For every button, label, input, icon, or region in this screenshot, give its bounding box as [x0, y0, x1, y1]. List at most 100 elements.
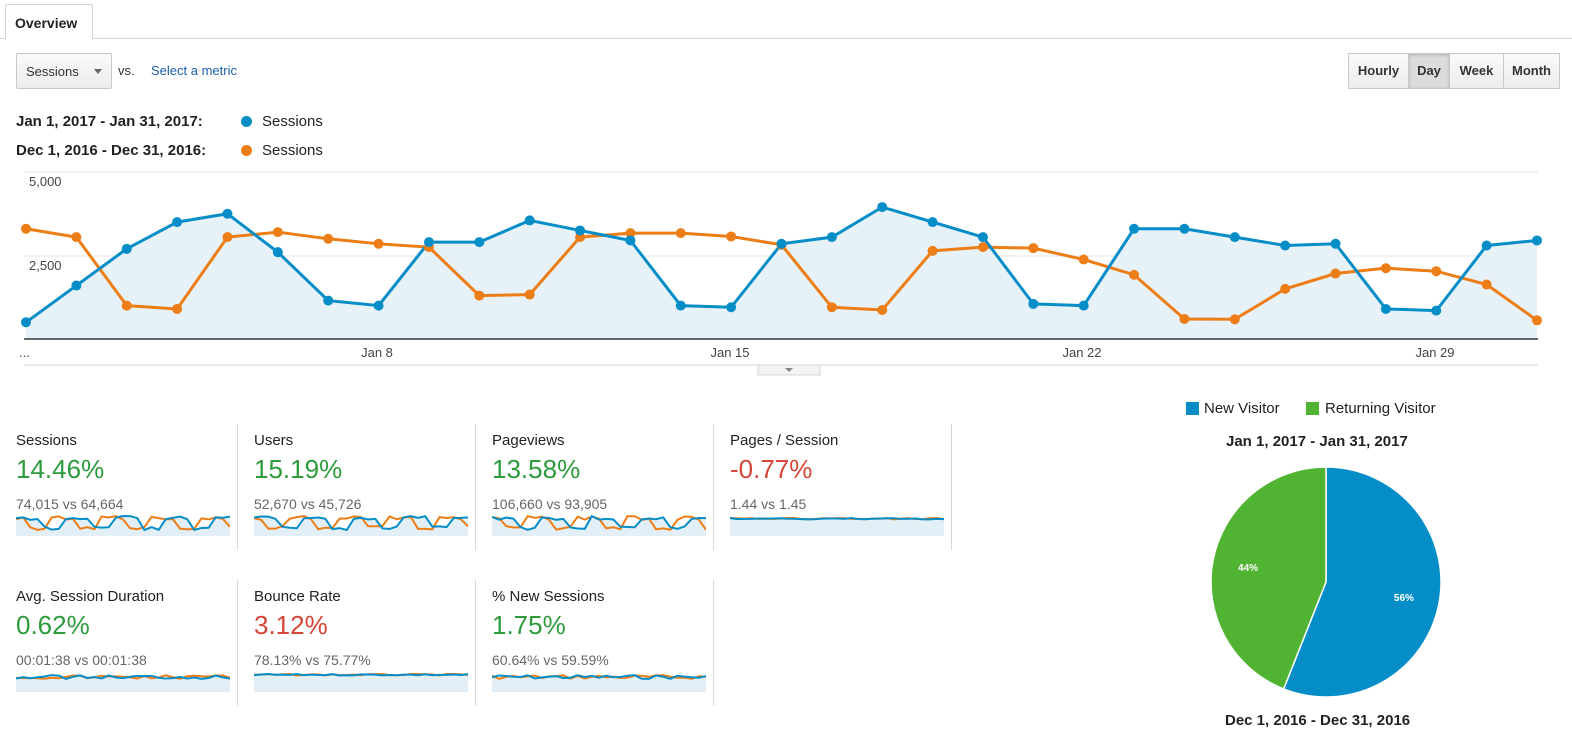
metric-select-label: Sessions — [26, 64, 79, 79]
data-point-current[interactable] — [1078, 300, 1089, 311]
data-point-current[interactable] — [121, 243, 132, 254]
pie-slice-returning-visitor[interactable] — [1210, 466, 1327, 690]
data-point-current[interactable] — [1129, 223, 1140, 234]
data-point-current[interactable] — [1481, 240, 1492, 251]
metric-select[interactable]: Sessions — [16, 53, 112, 89]
data-point-current[interactable] — [1380, 303, 1391, 314]
data-point-previous[interactable] — [927, 245, 938, 256]
scorecard-pageviews[interactable]: Pageviews 13.58% 106,660 vs 93,905 — [476, 424, 714, 552]
data-point-current[interactable] — [222, 208, 233, 219]
data-point-current[interactable] — [71, 280, 82, 291]
data-point-current[interactable] — [1280, 240, 1291, 251]
scorecard-change: 0.62% — [16, 610, 90, 640]
data-point-previous[interactable] — [1532, 315, 1542, 326]
data-point-previous[interactable] — [726, 231, 737, 242]
data-point-current[interactable] — [1532, 235, 1542, 246]
data-point-previous[interactable] — [474, 290, 485, 301]
data-point-current[interactable] — [524, 215, 535, 226]
pie-legend-new-visitor[interactable]: New Visitor — [1186, 400, 1296, 420]
series-area-current — [26, 207, 1537, 339]
sparkline — [16, 674, 230, 692]
data-point-previous[interactable] — [1380, 263, 1391, 274]
tab-overview[interactable]: Overview — [5, 4, 93, 40]
data-point-previous[interactable] — [1028, 243, 1039, 254]
sessions-line-chart[interactable]: 5,000 2,500 ... Jan 8 Jan 15 Jan 22 Jan … — [0, 160, 1572, 380]
sparkline — [254, 515, 468, 536]
data-point-previous[interactable] — [1078, 254, 1089, 265]
data-point-previous[interactable] — [272, 227, 283, 238]
data-point-current[interactable] — [272, 247, 283, 258]
scorecard-avg-session-duration[interactable]: Avg. Session Duration 0.62% 00:01:38 vs … — [0, 580, 238, 708]
data-point-current[interactable] — [675, 300, 686, 311]
scorecard-sessions[interactable]: Sessions 14.46% 74,015 vs 64,664 — [0, 424, 238, 552]
data-point-current[interactable] — [21, 317, 31, 328]
sparkline — [254, 673, 468, 692]
scorecard-pages-per-session[interactable]: Pages / Session -0.77% 1.44 vs 1.45 — [714, 424, 952, 552]
data-point-previous[interactable] — [1431, 266, 1442, 277]
data-point-current[interactable] — [1179, 223, 1190, 234]
scorecard-compare: 1.44 vs 1.45 — [730, 496, 807, 512]
data-point-previous[interactable] — [1481, 279, 1492, 290]
data-point-previous[interactable] — [1179, 313, 1190, 324]
data-point-previous[interactable] — [625, 228, 636, 239]
tab-bar: Overview — [0, 0, 1572, 40]
sparkline — [16, 515, 230, 536]
granularity-week-button[interactable]: Week — [1449, 53, 1504, 89]
data-point-previous[interactable] — [1129, 269, 1140, 280]
data-point-current[interactable] — [776, 238, 787, 249]
data-point-current[interactable] — [373, 300, 384, 311]
data-point-current[interactable] — [1330, 238, 1341, 249]
data-point-previous[interactable] — [524, 289, 535, 300]
data-point-previous[interactable] — [826, 302, 837, 313]
scorecard-title: Sessions — [16, 432, 77, 449]
scorecard-change: 13.58% — [492, 454, 581, 484]
sparkline — [730, 517, 944, 536]
data-point-current[interactable] — [726, 302, 737, 313]
data-point-current[interactable] — [1431, 305, 1442, 316]
data-point-previous[interactable] — [675, 228, 686, 239]
data-point-current[interactable] — [1229, 232, 1240, 243]
data-point-current[interactable] — [1028, 298, 1039, 309]
divider — [713, 424, 714, 550]
data-point-previous[interactable] — [172, 303, 183, 314]
data-point-previous[interactable] — [71, 232, 82, 243]
pie-slice-new-visitor[interactable] — [1282, 466, 1442, 698]
data-point-previous[interactable] — [977, 242, 988, 253]
data-point-current[interactable] — [927, 217, 938, 228]
data-point-current[interactable] — [423, 237, 434, 248]
data-point-previous[interactable] — [323, 233, 334, 244]
data-point-current[interactable] — [625, 235, 636, 246]
sparkline — [492, 674, 706, 692]
data-point-previous[interactable] — [1229, 314, 1240, 325]
data-point-previous[interactable] — [121, 300, 132, 311]
data-point-previous[interactable] — [1330, 268, 1341, 279]
granularity-hourly-button[interactable]: Hourly — [1348, 53, 1409, 89]
data-point-current[interactable] — [977, 232, 988, 243]
data-point-previous[interactable] — [222, 232, 233, 243]
data-point-previous[interactable] — [1280, 283, 1291, 294]
data-point-current[interactable] — [172, 217, 183, 228]
granularity-month-button[interactable]: Month — [1503, 53, 1560, 89]
granularity-day-button[interactable]: Day — [1408, 53, 1450, 89]
scorecard-change: -0.77% — [730, 454, 813, 484]
data-point-current[interactable] — [575, 225, 586, 236]
data-point-current[interactable] — [474, 237, 485, 248]
x-tick-label: ... — [19, 345, 30, 360]
scorecard-new-sessions[interactable]: % New Sessions 1.75% 60.64% vs 59.59% — [476, 580, 714, 708]
divider — [475, 424, 476, 550]
data-point-previous[interactable] — [21, 223, 31, 234]
sparkline — [492, 514, 706, 536]
visitor-pie-chart[interactable]: 56% 44% — [1200, 456, 1452, 708]
data-point-current[interactable] — [323, 295, 334, 306]
scorecard-bounce-rate[interactable]: Bounce Rate 3.12% 78.13% vs 75.77% — [238, 580, 476, 708]
scorecard-change: 3.12% — [254, 610, 328, 640]
chart-collapse-handle[interactable] — [757, 364, 821, 376]
scorecard-users[interactable]: Users 15.19% 52,670 vs 45,726 — [238, 424, 476, 552]
data-point-previous[interactable] — [373, 238, 384, 249]
sparkline-current — [492, 514, 706, 531]
data-point-current[interactable] — [877, 202, 888, 213]
data-point-current[interactable] — [826, 232, 837, 243]
pie-legend-returning-visitor[interactable]: Returning Visitor — [1306, 400, 1456, 420]
data-point-previous[interactable] — [877, 304, 888, 315]
select-metric-link[interactable]: Select a metric — [151, 63, 237, 78]
